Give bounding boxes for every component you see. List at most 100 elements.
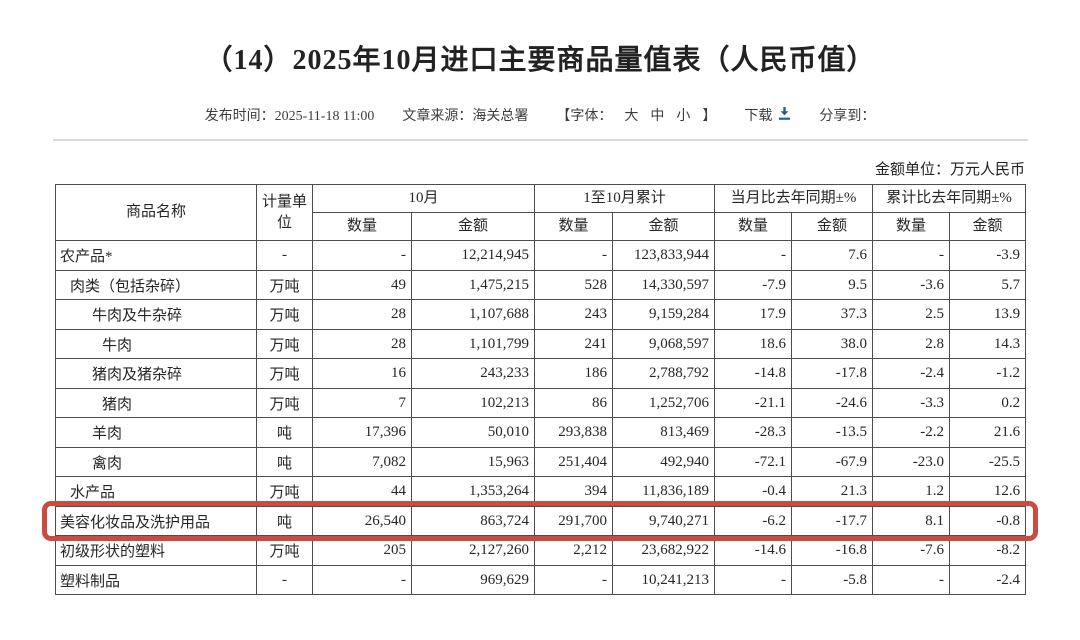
value-cell: 9.5 [791, 269, 874, 300]
value-cell: 2,788,792 [612, 358, 716, 389]
value-cell: -7.9 [714, 269, 793, 300]
value-cell: 291,700 [534, 505, 614, 536]
commodity-name-cell: 羊肉 [55, 417, 257, 448]
value-cell: 14.3 [949, 328, 1027, 359]
value-cell: 1,475,215 [410, 269, 536, 300]
value-cell: 7,082 [312, 446, 412, 477]
col-header-amount: 金额 [949, 212, 1027, 241]
value-cell: 1,252,706 [612, 387, 716, 418]
value-cell: 12.6 [949, 476, 1027, 507]
download-label: 下载 [744, 108, 773, 124]
import-table: 商品名称 计量单位 10月 1至10月累计 当月比去年同期±% 累计比去年同期±… [55, 184, 1027, 595]
value-cell: -67.9 [791, 446, 874, 477]
value-cell: 1,353,264 [410, 476, 536, 507]
value-cell: 13.9 [949, 299, 1027, 330]
value-cell: 11,836,189 [612, 476, 716, 507]
value-cell: 2.8 [872, 328, 951, 359]
value-cell: 243 [534, 299, 614, 330]
col-group-cum-yoy: 累计比去年同期±% [872, 184, 1027, 213]
value-cell: 10,241,213 [612, 564, 716, 595]
value-cell: -3.9 [949, 240, 1027, 271]
font-size-small-button[interactable]: 小 [676, 108, 691, 124]
value-cell: -2.4 [872, 358, 951, 389]
value-cell: 86 [534, 387, 614, 418]
value-cell: - [534, 564, 614, 595]
value-cell: -23.0 [872, 446, 951, 477]
value-cell: 9,740,271 [612, 505, 716, 536]
value-cell: 205 [312, 535, 412, 566]
font-control-suffix: 】 [702, 108, 717, 124]
unit-cell: 万吨 [256, 535, 313, 566]
value-cell: -14.6 [714, 535, 793, 566]
col-header-qty: 数量 [872, 212, 951, 241]
commodity-name-cell: 塑料制品 [55, 564, 257, 595]
page-title: （14）2025年10月进口主要商品量值表（人民币值） [204, 45, 876, 76]
commodity-name-cell: 牛肉及牛杂碎 [55, 299, 257, 330]
unit-cell: 万吨 [256, 476, 313, 507]
value-cell: -0.8 [949, 505, 1027, 536]
value-cell: - [714, 240, 793, 271]
table-row: 农产品* - -12,214,945-123,833,944-7.6- -3.9 [55, 240, 1027, 271]
table-row: 禽肉吨 7,082 15,963 251,404 492,940 -72.1 -67.9 -2… [55, 446, 1027, 477]
unit-cell: 吨 [256, 417, 313, 448]
value-cell: 17.9 [714, 299, 793, 330]
value-cell: 2,127,260 [410, 535, 536, 566]
unit-cell: 吨 [256, 446, 313, 477]
commodity-name-cell: 禽肉 [55, 446, 257, 477]
table-row: 肉类（包括杂碎） 万吨 49 1,475,215 528 14,330,597 -7.9 9.… [55, 269, 1027, 300]
value-cell: 50,010 [410, 417, 536, 448]
table-row: 美容化妆品及洗护用品吨 26,540 863,724 291,700 9,740,271… [55, 505, 1027, 536]
col-header-amount: 金额 [791, 212, 874, 241]
value-cell: -3.6 [872, 269, 951, 300]
unit-cell: 万吨 [256, 328, 313, 359]
commodity-name-cell: 水产品 [55, 476, 257, 507]
font-control-prefix: 【字体： [556, 108, 613, 124]
value-cell: - [534, 240, 614, 271]
value-cell: 7 [312, 387, 412, 418]
value-cell: 26,540 [312, 505, 412, 536]
value-cell: 813,469 [612, 417, 716, 448]
value-cell: -2.2 [872, 417, 951, 448]
value-cell: 23,682,922 [612, 535, 716, 566]
value-cell: 492,940 [612, 446, 716, 477]
value-cell: 21.6 [949, 417, 1027, 448]
table-row: 羊肉吨 17,396 50,010 293,838 813,469 -28.3 -13.5-… [55, 417, 1027, 448]
value-cell: 969,629 [410, 564, 536, 595]
value-cell: 17,396 [312, 417, 412, 448]
value-cell: 394 [534, 476, 614, 507]
download-link[interactable]: 下载 [744, 106, 791, 127]
value-cell: -24.6 [791, 387, 874, 418]
col-header-qty: 数量 [312, 212, 412, 241]
value-cell: 16 [312, 358, 412, 389]
col-group-cumulative: 1至10月累计 [534, 184, 716, 213]
share-label[interactable]: 分享到： [819, 108, 876, 124]
table-row: 塑料制品 - -969,629-10,241,213- -5.8- -2.4 [55, 564, 1027, 595]
value-cell: -6.2 [714, 505, 793, 536]
value-cell: 1,101,799 [410, 328, 536, 359]
col-group-month-yoy: 当月比去年同期±% [714, 184, 874, 213]
value-cell: 1,107,688 [410, 299, 536, 330]
publish-time: 发布时间：2025-11-18 11:00 [204, 108, 375, 124]
download-icon[interactable] [778, 106, 791, 127]
value-cell: 528 [534, 269, 614, 300]
value-cell: 12,214,945 [410, 240, 536, 271]
value-cell: 44 [312, 476, 412, 507]
commodity-name-cell: 牛肉 [55, 328, 257, 359]
value-cell: -17.8 [791, 358, 874, 389]
value-cell: -7.6 [872, 535, 951, 566]
unit-cell: - [256, 240, 313, 271]
unit-cell: 万吨 [256, 269, 313, 300]
value-cell: 14,330,597 [612, 269, 716, 300]
value-cell: 5.7 [949, 269, 1027, 300]
value-cell: -2.4 [949, 564, 1027, 595]
font-size-large-button[interactable]: 大 [624, 108, 639, 124]
value-cell: 293,838 [534, 417, 614, 448]
value-cell: -3.3 [872, 387, 951, 418]
value-cell: 9,159,284 [612, 299, 716, 330]
divider [52, 139, 1028, 141]
font-size-medium-button[interactable]: 中 [650, 108, 665, 124]
value-cell: 0.2 [949, 387, 1027, 418]
value-cell: 21.3 [791, 476, 874, 507]
commodity-name-cell: 肉类（包括杂碎） [55, 269, 257, 300]
value-cell: -16.8 [791, 535, 874, 566]
